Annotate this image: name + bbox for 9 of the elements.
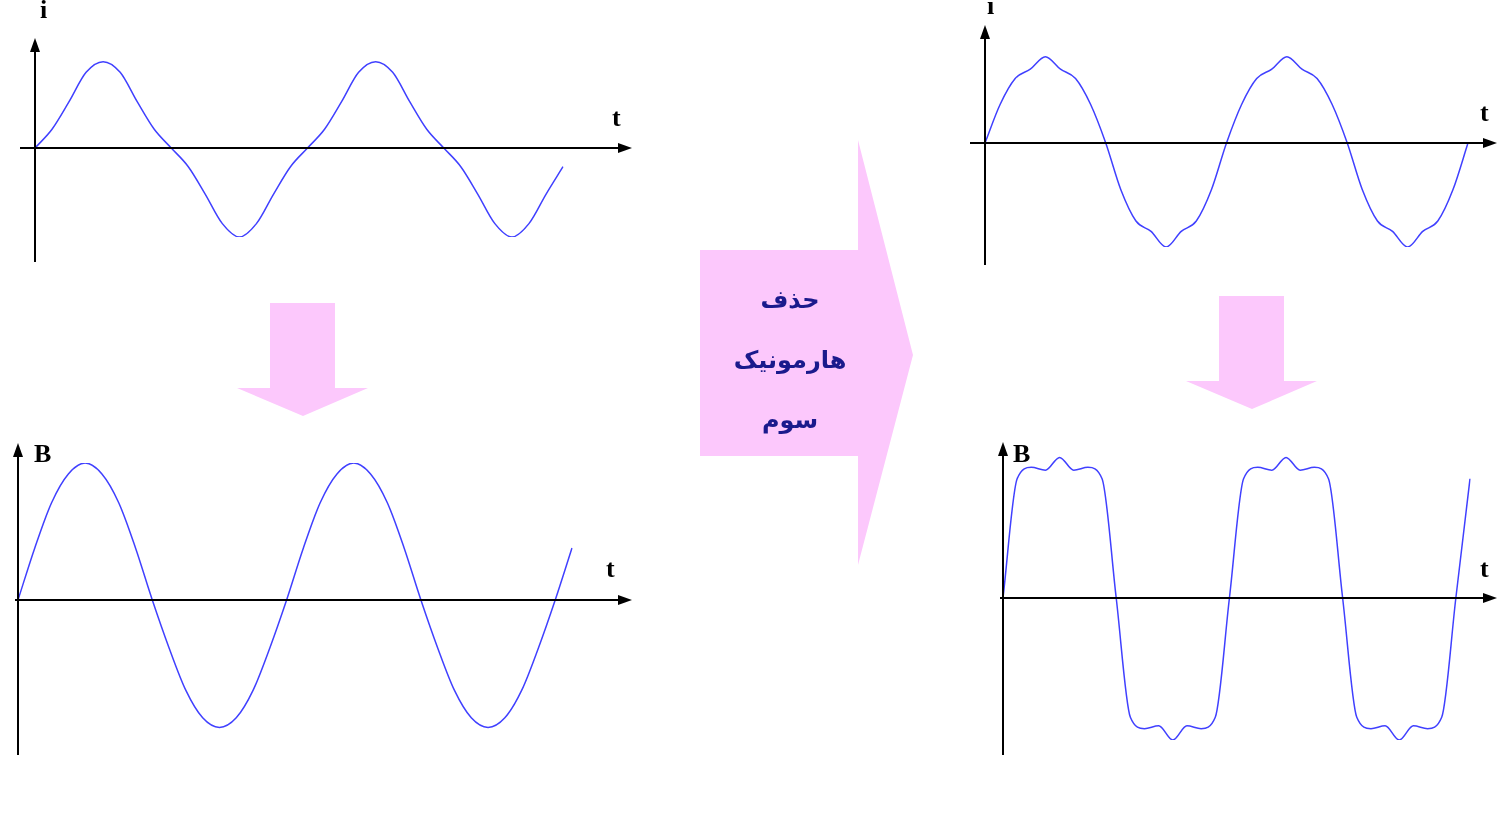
- y-axis-title: B: [1013, 439, 1031, 468]
- x-axis-title: t: [612, 103, 621, 132]
- x-axis-title: t: [606, 554, 615, 583]
- y-axis-title: i: [40, 0, 48, 24]
- x-axis-title: t: [1480, 554, 1489, 583]
- x-axis-title: t: [1480, 98, 1489, 127]
- text: حذف هارمونیک سوم: [733, 286, 847, 434]
- y-axis-title: i: [987, 0, 995, 20]
- y-axis-title: B: [34, 439, 52, 468]
